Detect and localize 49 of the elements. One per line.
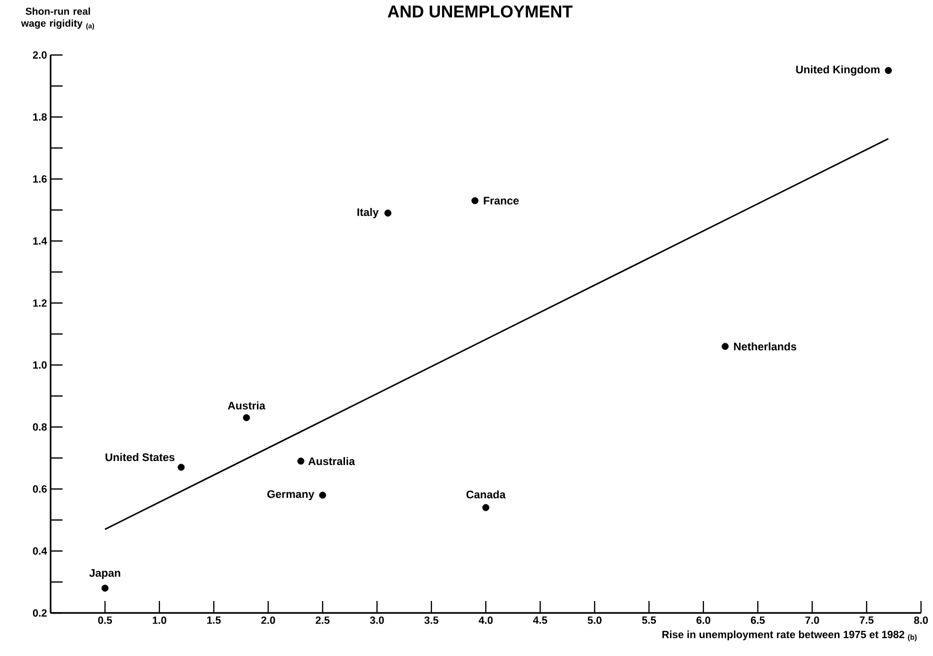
annotation: France (484, 196, 519, 205)
point (722, 342, 729, 350)
point (178, 464, 185, 471)
x-tick-label: 6.5 (750, 616, 765, 624)
y-tick-label: 0.8 (32, 423, 47, 431)
y-axis-title: Shon-run real wage rigidity $_{(a)}$ (21, 8, 94, 30)
x-tick-label: 1.5 (207, 616, 221, 624)
x-tick-label: 4.0 (478, 616, 493, 624)
y-tick-label: 0.4 (32, 547, 48, 555)
x-tick-label: 6.0 (696, 616, 710, 624)
x-tick-label: 8.0 (914, 616, 928, 624)
x-tick-label: 5.0 (588, 616, 602, 624)
x-tick-label: 7.5 (860, 616, 874, 624)
x-tick-label: 2.5 (316, 616, 330, 624)
point (384, 210, 392, 217)
x-tick-label: 0.5 (98, 616, 112, 624)
y-tick-label: 1.2 (33, 299, 47, 307)
point (242, 414, 250, 422)
x-axis-title: Rise in unemployment rate between 1975 et 1982 $_{(b)}$ (662, 630, 917, 642)
point (471, 197, 478, 204)
annotation: Netherlands (734, 342, 796, 350)
y-tick-label: 1.8 (33, 113, 47, 121)
x-tick-label: 5.5 (642, 616, 656, 624)
point (482, 504, 490, 512)
annotation: Japan (89, 569, 120, 579)
y-tick-label: 2.0 (32, 51, 47, 59)
x-tick-label: 4.5 (533, 616, 548, 624)
x-tick-label: 3.0 (370, 616, 384, 624)
x-tick-label: 7.0 (805, 616, 820, 624)
annotation: United Kingdom (796, 65, 880, 76)
point (884, 66, 892, 74)
annotation: Italy (357, 208, 379, 218)
annotation: Canada (466, 490, 506, 498)
x-tick-label: 1.0 (152, 616, 166, 624)
annotation: Austria (228, 401, 266, 410)
y-tick-label: 1.0 (33, 361, 47, 369)
x-tick-label: 2.0 (261, 616, 276, 624)
y-tick-label: 1.6 (33, 175, 47, 183)
y-tick-label: 0.2 (32, 609, 47, 617)
x-tick-label: 3.5 (424, 616, 438, 624)
point (102, 584, 109, 592)
point (319, 492, 326, 499)
chart-title: AND UNEMPLOYMENT (388, 6, 572, 18)
annotation: Germany (267, 490, 314, 500)
y-tick-label: 1.4 (33, 237, 48, 245)
annotation: Australia (308, 457, 356, 466)
point (297, 458, 304, 465)
y-tick-label: 0.6 (32, 485, 47, 493)
annotation: United States (106, 453, 175, 462)
